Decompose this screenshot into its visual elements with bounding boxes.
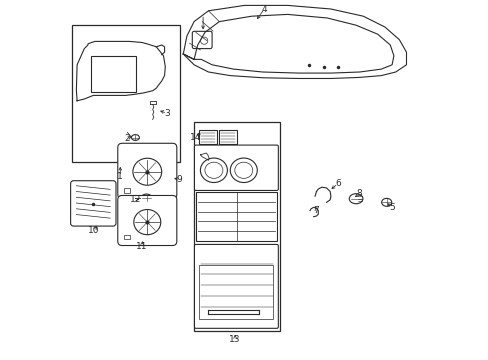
Bar bbox=[91, 56, 136, 92]
FancyBboxPatch shape bbox=[118, 195, 177, 246]
Bar bbox=[123, 235, 130, 239]
Ellipse shape bbox=[381, 198, 391, 206]
Text: 2: 2 bbox=[124, 134, 130, 143]
Bar bbox=[199, 130, 216, 144]
FancyBboxPatch shape bbox=[194, 244, 278, 328]
Text: 7: 7 bbox=[313, 206, 319, 215]
Text: 14: 14 bbox=[189, 133, 201, 142]
Text: 11: 11 bbox=[136, 242, 147, 251]
Ellipse shape bbox=[141, 194, 152, 202]
Circle shape bbox=[200, 37, 207, 44]
Bar bbox=[196, 192, 276, 241]
Text: 3: 3 bbox=[164, 109, 170, 118]
FancyBboxPatch shape bbox=[70, 181, 116, 226]
Ellipse shape bbox=[230, 158, 257, 183]
Text: 1: 1 bbox=[117, 172, 123, 181]
Text: 9: 9 bbox=[177, 175, 182, 184]
Ellipse shape bbox=[131, 135, 139, 140]
FancyBboxPatch shape bbox=[194, 145, 278, 190]
Ellipse shape bbox=[134, 210, 161, 235]
Bar bbox=[194, 122, 280, 331]
Text: 4: 4 bbox=[261, 4, 266, 13]
Bar bbox=[72, 25, 179, 162]
Text: 6: 6 bbox=[335, 179, 340, 188]
Bar bbox=[219, 130, 236, 144]
Text: 10: 10 bbox=[88, 226, 100, 235]
Text: 5: 5 bbox=[388, 202, 394, 211]
Ellipse shape bbox=[348, 194, 362, 204]
Text: 8: 8 bbox=[356, 189, 362, 198]
FancyBboxPatch shape bbox=[118, 143, 177, 199]
Ellipse shape bbox=[133, 158, 162, 185]
Ellipse shape bbox=[200, 158, 227, 183]
FancyBboxPatch shape bbox=[192, 31, 212, 49]
Text: 13: 13 bbox=[229, 335, 241, 343]
Text: 12: 12 bbox=[129, 195, 141, 204]
Bar bbox=[123, 188, 130, 193]
Bar bbox=[199, 265, 273, 319]
